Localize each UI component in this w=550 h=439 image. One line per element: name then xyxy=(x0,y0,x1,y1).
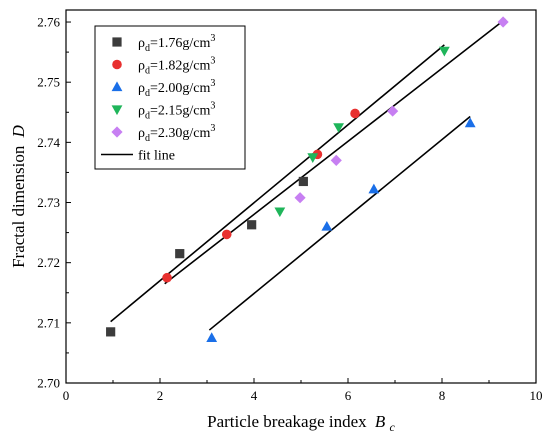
data-point-diamond xyxy=(497,16,509,28)
legend: ρd=1.76g/cm3ρd=1.82g/cm3ρd=2.00g/cm3ρd=2… xyxy=(94,25,246,170)
y-tick-label: 2.71 xyxy=(37,315,60,330)
x-tick-label: 0 xyxy=(63,388,70,403)
fit-line xyxy=(208,115,471,331)
legend-label: ρd=2.00g/cm3 xyxy=(138,78,215,99)
data-point-triangle-up xyxy=(206,332,218,342)
x-tick-label: 10 xyxy=(530,388,543,403)
legend-marker-diamond xyxy=(111,126,123,138)
x-axis-title-symbol: B xyxy=(375,412,386,431)
x-axis-title: Particle breakage index B c xyxy=(207,412,395,434)
data-point-square xyxy=(106,327,116,337)
legend-series-name: =1.76g/cm xyxy=(150,36,210,51)
legend-marker-triangle-down xyxy=(111,105,123,116)
data-point-diamond xyxy=(387,105,399,117)
legend-marker-square xyxy=(112,37,122,47)
y-axis-ticks: 2.70 2.71 2.72 2.73 2.74 2.75 2.76 xyxy=(37,15,71,391)
data-point-circle xyxy=(350,108,360,119)
data-point-triangle-down xyxy=(307,153,319,163)
legend-series-name: =2.30g/cm xyxy=(150,126,210,141)
legend-prefix-sub: d xyxy=(145,133,150,144)
data-point-diamond xyxy=(294,192,306,204)
legend-prefix-sub: d xyxy=(145,66,150,77)
legend-marker-triangle-up xyxy=(111,81,123,92)
legend-entry: ρd=2.30g/cm3 xyxy=(111,123,215,144)
legend-label: ρd=1.82g/cm3 xyxy=(138,56,215,77)
y-axis-title-text: Fractal dimension xyxy=(9,145,28,268)
legend-prefix: ρ xyxy=(138,81,145,96)
y-tick-label: 2.74 xyxy=(37,135,60,150)
legend-entry: ρd=1.82g/cm3 xyxy=(112,56,215,77)
y-tick-label: 2.75 xyxy=(37,75,60,90)
legend-label: ρd=2.15g/cm3 xyxy=(138,101,215,122)
legend-label: ρd=1.76g/cm3 xyxy=(138,33,215,54)
legend-prefix: ρ xyxy=(138,126,145,141)
legend-prefix: ρ xyxy=(138,104,145,119)
data-point-diamond xyxy=(330,154,342,167)
legend-prefix-sub: d xyxy=(145,88,150,99)
data-point-triangle-down xyxy=(274,207,286,218)
x-tick-label: 4 xyxy=(251,388,258,403)
legend-unit-sup: 3 xyxy=(210,56,215,67)
y-tick-label: 2.76 xyxy=(37,15,60,30)
y-axis-title-symbol: D xyxy=(9,124,28,138)
legend-prefix: ρ xyxy=(138,36,145,51)
data-point-triangle-up xyxy=(368,183,380,194)
data-point-square xyxy=(247,220,257,230)
x-axis-ticks: 0 2 4 6 8 10 xyxy=(63,378,543,403)
x-tick-label: 8 xyxy=(439,388,446,403)
legend-entry-fit-line: fit line xyxy=(101,149,175,164)
legend-unit-sup: 3 xyxy=(210,101,215,112)
data-point-triangle-down xyxy=(438,46,450,57)
legend-marker-circle xyxy=(112,59,122,70)
data-point-triangle-up xyxy=(464,117,476,128)
legend-series-name: =2.00g/cm xyxy=(150,81,210,96)
data-point-triangle-down xyxy=(333,123,344,133)
legend-series-name: =2.15g/cm xyxy=(150,104,210,119)
y-tick-label: 2.70 xyxy=(37,376,60,391)
data-point-circle xyxy=(162,272,172,283)
x-axis-title-subscript: c xyxy=(390,420,396,434)
legend-fit-label: fit line xyxy=(138,149,175,164)
legend-unit-sup: 3 xyxy=(210,78,215,89)
x-tick-label: 6 xyxy=(345,388,352,403)
legend-series-name: =1.82g/cm xyxy=(150,59,210,74)
x-tick-label: 2 xyxy=(157,388,164,403)
legend-prefix-sub: d xyxy=(145,111,150,122)
legend-entry: ρd=2.15g/cm3 xyxy=(111,101,215,122)
y-tick-label: 2.72 xyxy=(37,255,60,270)
legend-box xyxy=(94,25,246,170)
legend-label: ρd=2.30g/cm3 xyxy=(138,123,215,144)
legend-entry: ρd=1.76g/cm3 xyxy=(112,33,215,54)
legend-unit-sup: 3 xyxy=(210,33,215,44)
legend-entry: ρd=2.00g/cm3 xyxy=(111,78,215,99)
y-tick-label: 2.73 xyxy=(37,195,60,210)
data-point-circle xyxy=(221,229,232,240)
legend-unit-sup: 3 xyxy=(210,123,215,134)
data-point-square xyxy=(298,176,308,187)
data-point-triangle-up xyxy=(321,220,333,231)
data-point-square xyxy=(175,249,185,259)
data-markers xyxy=(106,16,509,342)
legend-prefix: ρ xyxy=(138,59,145,74)
legend-prefix-sub: d xyxy=(145,43,150,54)
x-axis-title-text: Particle breakage index xyxy=(207,412,367,431)
fit-line xyxy=(164,18,506,285)
y-axis-title: Fractal dimension D xyxy=(9,124,28,268)
